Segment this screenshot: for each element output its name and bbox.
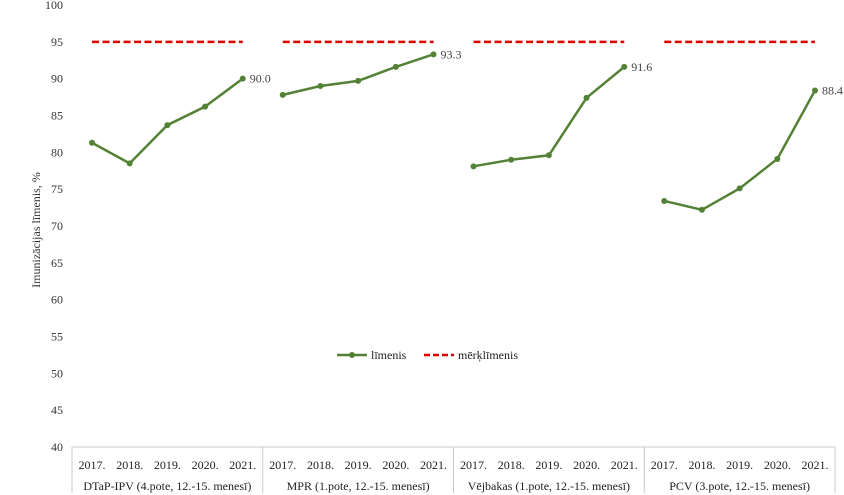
data-label: 91.6 xyxy=(631,60,652,74)
category-label: Vējbakas (1.pote, 12.-15. menesī) xyxy=(468,479,630,493)
category-label: DTaP-IPV (4.pote, 12.-15. menesī) xyxy=(83,479,251,493)
data-label: 88.4 xyxy=(822,83,843,97)
data-point xyxy=(355,77,362,84)
x-tick-label: 2017. xyxy=(460,458,487,472)
data-point xyxy=(89,139,95,146)
x-tick-label: 2020. xyxy=(382,458,409,472)
x-tick-label: 2017. xyxy=(651,458,678,472)
x-tick-label: 2019. xyxy=(535,458,562,472)
data-point xyxy=(392,63,399,70)
y-tick-label: 65 xyxy=(51,256,63,270)
y-tick-label: 75 xyxy=(51,182,63,196)
x-tick-label: 2019. xyxy=(726,458,753,472)
data-point xyxy=(621,63,628,70)
data-point xyxy=(774,155,781,162)
x-tick-label: 2017. xyxy=(79,458,106,472)
data-point xyxy=(508,156,515,163)
y-axis: 40 45 50 55 60 65 70 75 80 85 90 95 100 xyxy=(45,0,63,454)
x-tick-label: 2021. xyxy=(420,458,447,472)
legend-target-label: mērķlīmenis xyxy=(458,348,518,362)
category-label: PCV (3.pote, 12.-15. menesī) xyxy=(669,479,810,493)
x-tick-label: 2021. xyxy=(611,458,638,472)
x-axis: 2017. 2018. 2019. 2020. 2021. DTaP-IPV (4.pot… xyxy=(71,446,836,493)
category-label: MPR (1.pote, 12.-15. menesī) xyxy=(287,479,430,493)
data-point xyxy=(736,185,743,192)
data-point xyxy=(202,103,209,110)
data-point xyxy=(164,122,171,129)
y-tick-label: 50 xyxy=(51,366,63,380)
y-tick-label: 55 xyxy=(51,330,63,344)
y-tick-label: 60 xyxy=(51,293,63,307)
data-point xyxy=(661,197,668,204)
y-tick-label: 95 xyxy=(51,35,63,49)
x-tick-label: 2018. xyxy=(498,458,525,472)
y-tick-label: 90 xyxy=(51,72,63,86)
data-point xyxy=(279,91,286,98)
x-tick-label: 2017. xyxy=(269,458,296,472)
data-point xyxy=(470,163,477,170)
data-point xyxy=(126,160,133,167)
legend: līmenis mērķlīmenis xyxy=(337,348,518,362)
y-tick-label: 85 xyxy=(51,109,63,123)
legend-level-label: līmenis xyxy=(371,348,407,362)
series-line xyxy=(473,65,626,168)
x-tick-label: 2020. xyxy=(192,458,219,472)
data-point xyxy=(812,87,818,94)
data-point xyxy=(430,51,437,58)
legend-level-marker xyxy=(349,352,355,358)
data-label: 90.0 xyxy=(250,72,271,86)
series-lines: 90.0 93.3 91.6 88.4 xyxy=(89,47,843,213)
x-tick-label: 2021. xyxy=(802,458,829,472)
x-tick-label: 2019. xyxy=(154,458,181,472)
data-point xyxy=(545,152,552,159)
y-tick-label: 45 xyxy=(51,403,63,417)
data-point xyxy=(239,75,246,82)
series-line xyxy=(663,89,817,212)
data-label: 93.3 xyxy=(441,47,462,61)
x-tick-label: 2021. xyxy=(229,458,256,472)
data-point xyxy=(583,94,590,101)
y-axis-label: Imunizācijas līmenis, % xyxy=(29,172,43,288)
series-line xyxy=(91,77,244,165)
data-point xyxy=(317,83,324,90)
series-line xyxy=(282,53,434,97)
y-tick-label: 100 xyxy=(45,0,63,12)
y-tick-label: 40 xyxy=(51,440,63,454)
x-tick-label: 2018. xyxy=(116,458,143,472)
x-tick-label: 2019. xyxy=(345,458,372,472)
y-tick-label: 80 xyxy=(51,145,63,159)
x-tick-label: 2018. xyxy=(688,458,715,472)
y-tick-label: 70 xyxy=(51,219,63,233)
x-tick-label: 2020. xyxy=(764,458,791,472)
x-tick-label: 2020. xyxy=(573,458,600,472)
data-point xyxy=(698,206,705,213)
x-tick-label: 2018. xyxy=(307,458,334,472)
